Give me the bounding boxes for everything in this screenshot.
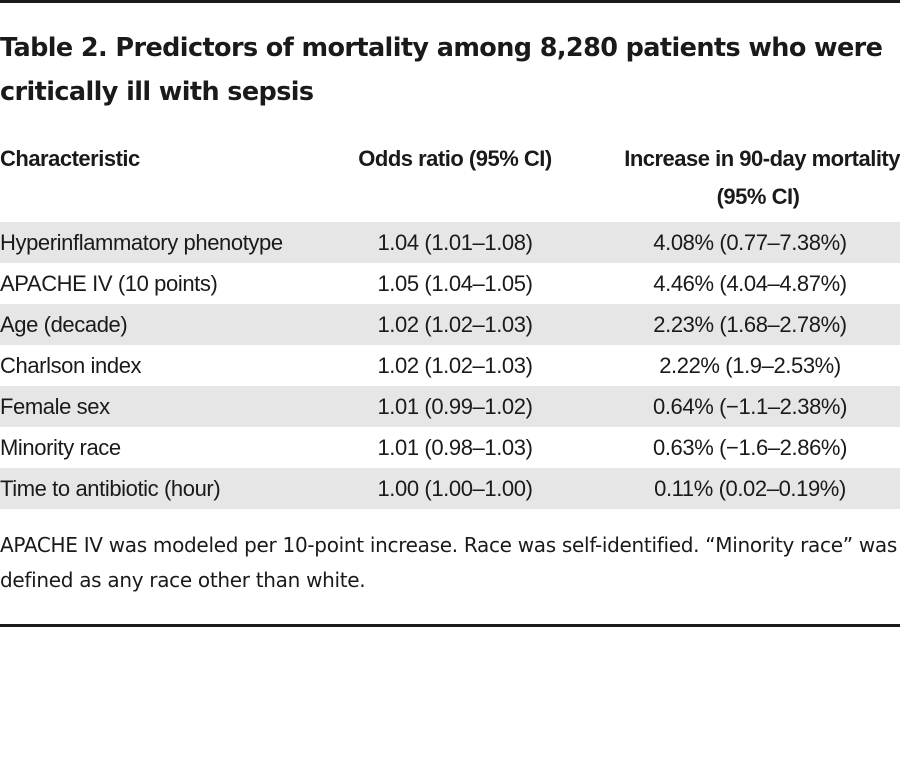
cell-mortality: 4.46% (4.04–4.87%) bbox=[653, 271, 847, 296]
table-row: Female sex 1.01 (0.99–1.02) 0.64% (−1.1–… bbox=[0, 386, 900, 427]
cell-odds-ratio: 1.02 (1.02–1.03) bbox=[377, 312, 533, 337]
top-rule bbox=[0, 0, 900, 3]
table-row: Time to antibiotic (hour) 1.00 (1.00–1.0… bbox=[0, 468, 900, 509]
table-body: Hyperinflammatory phenotype 1.04 (1.01–1… bbox=[0, 222, 900, 509]
cell-mortality: 2.23% (1.68–2.78%) bbox=[653, 312, 847, 337]
cell-odds-ratio: 1.01 (0.98–1.03) bbox=[377, 435, 533, 460]
table-row: Minority race 1.01 (0.98–1.03) 0.63% (−1… bbox=[0, 427, 900, 468]
header-mortality-line1: Increase in 90-day mortality bbox=[624, 146, 900, 171]
table-footnote: APACHE IV was modeled per 10-point incre… bbox=[0, 533, 897, 592]
cell-characteristic: Charlson index bbox=[0, 353, 142, 378]
cell-odds-ratio: 1.05 (1.04–1.05) bbox=[377, 271, 533, 296]
table-row: Age (decade) 1.02 (1.02–1.03) 2.23% (1.6… bbox=[0, 304, 900, 345]
cell-mortality: 0.63% (−1.6–2.86%) bbox=[653, 435, 847, 460]
cell-mortality: 0.11% (0.02–0.19%) bbox=[654, 476, 846, 501]
table-row: Charlson index 1.02 (1.02–1.03) 2.22% (1… bbox=[0, 345, 900, 386]
cell-odds-ratio: 1.01 (0.99–1.02) bbox=[377, 394, 533, 419]
table-row: Hyperinflammatory phenotype 1.04 (1.01–1… bbox=[0, 222, 900, 263]
cell-odds-ratio: 1.00 (1.00–1.00) bbox=[377, 476, 533, 501]
header-characteristic: Characteristic bbox=[0, 146, 140, 171]
cell-characteristic: Age (decade) bbox=[0, 312, 128, 337]
table-title: Table 2. Predictors of mortality among 8… bbox=[0, 33, 883, 107]
cell-mortality: 2.22% (1.9–2.53%) bbox=[659, 353, 841, 378]
cell-characteristic: Hyperinflammatory phenotype bbox=[0, 230, 283, 255]
header-mortality-line2: (95% CI) bbox=[716, 184, 800, 209]
cell-mortality: 4.08% (0.77–7.38%) bbox=[653, 230, 847, 255]
header-odds-ratio: Odds ratio (95% CI) bbox=[358, 146, 552, 171]
cell-characteristic: Female sex bbox=[0, 394, 110, 419]
cell-odds-ratio: 1.02 (1.02–1.03) bbox=[377, 353, 533, 378]
table-header-row: Characteristic Odds ratio (95% CI) Incre… bbox=[0, 140, 900, 222]
cell-odds-ratio: 1.04 (1.01–1.08) bbox=[377, 230, 533, 255]
cell-characteristic: Minority race bbox=[0, 435, 121, 460]
cell-mortality: 0.64% (−1.1–2.38%) bbox=[653, 394, 847, 419]
cell-characteristic: APACHE IV (10 points) bbox=[0, 271, 218, 296]
cell-characteristic: Time to antibiotic (hour) bbox=[0, 476, 221, 501]
table-row: APACHE IV (10 points) 1.05 (1.04–1.05) 4… bbox=[0, 263, 900, 304]
header-mortality: Increase in 90-day mortality (95% CI) bbox=[580, 140, 900, 216]
bottom-rule bbox=[0, 624, 900, 627]
